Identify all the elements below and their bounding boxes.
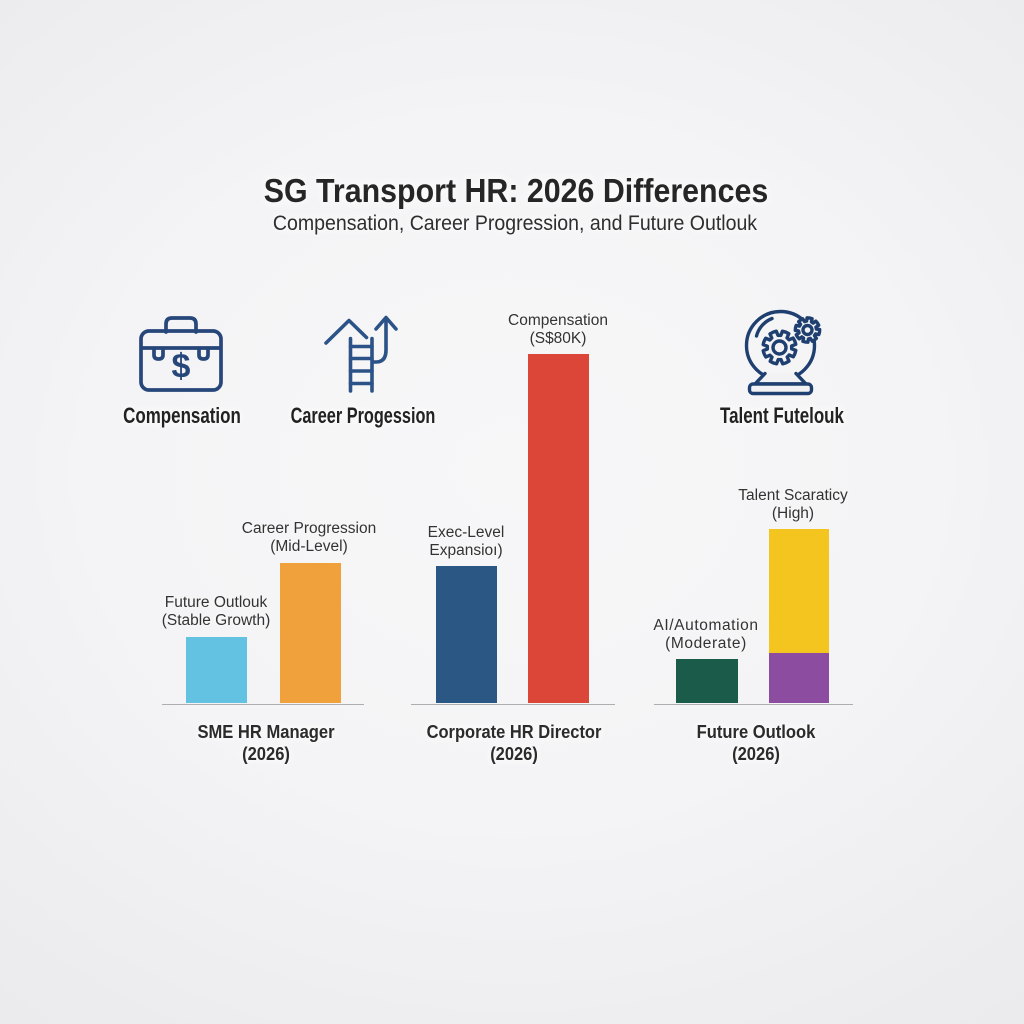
svg-text:$: $	[172, 348, 191, 386]
